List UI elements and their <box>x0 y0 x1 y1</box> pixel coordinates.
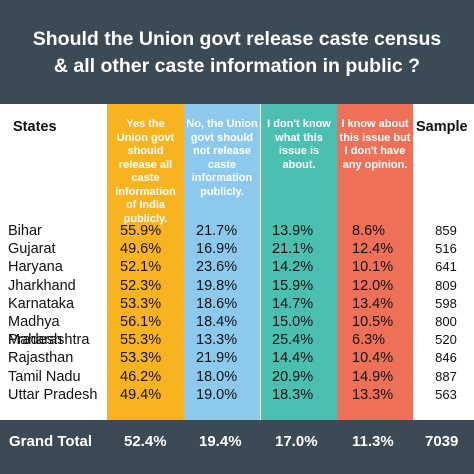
title-line-2: & all other caste information in public … <box>53 55 421 77</box>
cell-yes: 55.9% <box>120 223 162 239</box>
cell-no-opinion: 13.3% <box>352 386 394 403</box>
cell-state: Karnataka <box>8 295 75 312</box>
cell-sample: 520 <box>435 332 457 348</box>
chart-title: Should the Union govt release caste cens… <box>10 26 464 80</box>
cell-no: 18.4% <box>196 314 238 330</box>
grand-total-label: Grand Total <box>9 433 93 450</box>
cell-no-opinion: 10.4% <box>352 350 394 367</box>
cell-no: 18.6% <box>196 295 238 312</box>
cell-state: Jharkhand <box>8 277 76 294</box>
cell-state: Gujarat <box>8 241 56 258</box>
cell-sample: 800 <box>435 314 457 329</box>
cell-state: Uttar Pradesh <box>8 386 98 403</box>
cell-yes: 49.6% <box>120 241 162 258</box>
cell-yes: 52.1% <box>120 259 162 276</box>
title-line-1: Should the Union govt release caste cens… <box>32 28 442 50</box>
cell-no: 18.0% <box>196 368 238 385</box>
cell-sample: 516 <box>435 241 457 257</box>
cell-dont-know: 15.9% <box>272 277 314 294</box>
cell-dont-know: 18.3% <box>272 386 314 403</box>
cell-yes: 55.3% <box>120 332 162 349</box>
cell-dont-know: 13.9% <box>272 223 314 239</box>
cell-yes: 53.3% <box>120 295 162 312</box>
total-yes: 52.4% <box>124 433 167 450</box>
cell-state: Tamil Nadu <box>8 368 81 385</box>
cell-dont-know: 20.9% <box>272 368 314 385</box>
title-banner <box>0 0 474 104</box>
cell-no: 13.3% <box>196 332 238 349</box>
column-dont-know-band <box>261 104 337 420</box>
cell-no-opinion: 10.5% <box>352 314 394 330</box>
cell-dont-know: 14.4% <box>272 350 314 367</box>
header-states: States <box>13 119 57 135</box>
cell-state: Haryana <box>8 259 63 276</box>
cell-dont-know: 14.2% <box>272 259 314 276</box>
cell-sample: 598 <box>435 295 457 311</box>
cell-no: 21.9% <box>196 350 238 367</box>
cell-sample: 563 <box>435 386 457 402</box>
cell-state: Maharashtra <box>8 332 90 349</box>
cell-no-opinion: 6.3% <box>352 332 386 349</box>
cell-dont-know: 15.0% <box>272 314 314 330</box>
total-banner <box>0 420 474 474</box>
cell-sample: 809 <box>435 277 457 293</box>
header-dont-know: I don't know what this issue is about. <box>267 118 331 171</box>
header-sample: Sample <box>416 119 468 135</box>
cell-state: Rajasthan <box>8 350 74 367</box>
total-dont-know: 17.0% <box>275 433 318 450</box>
cell-no: 23.6% <box>196 259 238 276</box>
cell-dont-know: 21.1% <box>272 241 314 258</box>
column-yes-band <box>107 104 184 420</box>
cell-yes: 56.1% <box>120 314 162 330</box>
cell-no: 21.7% <box>196 223 238 239</box>
header-no: No, the Union govt should not release ca… <box>186 118 258 198</box>
cell-sample: 887 <box>435 368 457 384</box>
cell-no: 19.8% <box>196 277 238 294</box>
cell-no-opinion: 12.4% <box>352 241 394 258</box>
cell-sample: 859 <box>435 223 457 238</box>
cell-state: Madhya Pradesh <box>8 314 63 348</box>
cell-sample: 641 <box>435 259 457 275</box>
cell-dont-know: 25.4% <box>272 332 314 349</box>
cell-yes: 46.2% <box>120 368 162 385</box>
cell-yes: 52.3% <box>120 277 162 294</box>
cell-sample: 846 <box>435 350 457 366</box>
total-sample: 7039 <box>425 433 459 450</box>
column-no-band <box>184 104 260 420</box>
cell-yes: 49.4% <box>120 386 162 403</box>
cell-yes: 53.3% <box>120 350 162 367</box>
cell-no: 16.9% <box>196 241 238 258</box>
total-no: 19.4% <box>199 433 242 450</box>
cell-no-opinion: 14.9% <box>352 368 394 385</box>
cell-dont-know: 14.7% <box>272 295 314 312</box>
column-no-opinion-band <box>337 104 413 420</box>
cell-no-opinion: 10.1% <box>352 259 394 276</box>
header-yes: Yes the Union govt should release all ca… <box>115 118 176 225</box>
cell-state: Bihar <box>8 223 42 239</box>
header-no-opinion: I know about this issue but I don't have… <box>339 118 411 171</box>
cell-no-opinion: 12.0% <box>352 277 394 294</box>
cell-no-opinion: 8.6% <box>352 223 386 239</box>
cell-no-opinion: 13.4% <box>352 295 394 312</box>
cell-no: 19.0% <box>196 386 238 403</box>
total-no-opinion: 11.3% <box>352 433 394 450</box>
